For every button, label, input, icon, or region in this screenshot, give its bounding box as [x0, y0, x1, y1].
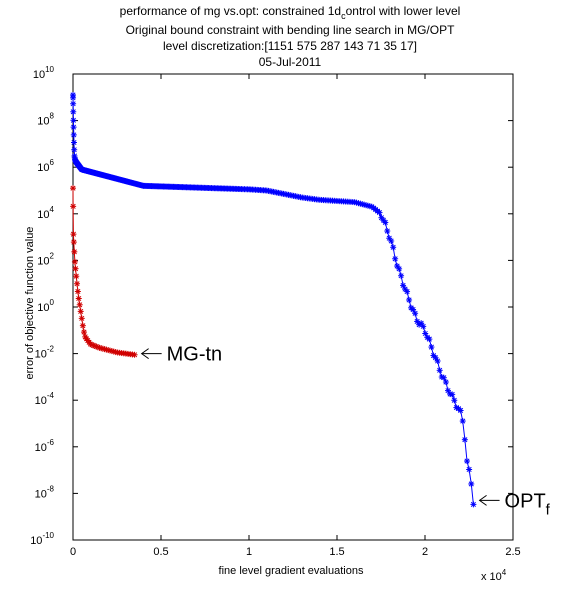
data-point [437, 367, 443, 373]
data-point [458, 407, 464, 413]
data-point [74, 281, 80, 287]
x-tick-label: 0.5 [153, 546, 168, 558]
x-axis-label: fine level gradient evaluations [219, 565, 364, 577]
data-point [396, 266, 402, 272]
data-point [404, 289, 410, 295]
data-point [443, 379, 449, 385]
data-point [71, 239, 77, 245]
data-point [449, 391, 455, 397]
x-tick-label: 0 [70, 546, 76, 558]
data-point [435, 358, 441, 364]
data-point [426, 336, 432, 342]
data-point [406, 297, 412, 303]
data-point [464, 458, 470, 464]
data-point [71, 132, 77, 138]
data-point [70, 185, 76, 191]
data-point [460, 418, 466, 424]
annotation-label: MG-tn [167, 344, 223, 366]
data-point [398, 273, 404, 279]
data-point [76, 295, 82, 301]
data-point [71, 147, 77, 153]
data-point [468, 481, 474, 487]
data-point [78, 308, 84, 314]
y-axis-label: error of objective function value [24, 227, 36, 380]
data-point [71, 139, 77, 145]
data-point [451, 397, 457, 403]
data-point [70, 95, 76, 101]
data-point [70, 117, 76, 123]
data-point [79, 315, 85, 321]
data-point [81, 329, 87, 335]
x-tick-label: 2.5 [505, 546, 520, 558]
data-point [75, 288, 81, 294]
data-point [73, 273, 79, 279]
data-point [71, 249, 77, 255]
title-line-3: level discretization:[1151 575 287 143 7… [163, 39, 417, 53]
title-line-2: Original bound constraint with bending l… [126, 23, 456, 37]
data-point [466, 466, 472, 472]
data-point [428, 344, 434, 350]
data-point [384, 228, 390, 234]
data-point [412, 310, 418, 316]
data-point [80, 323, 86, 329]
data-point [71, 124, 77, 130]
x-tick-label: 1.5 [329, 546, 344, 558]
x-tick-label: 2 [422, 546, 428, 558]
data-point [132, 352, 138, 358]
data-point [70, 203, 76, 209]
data-point [70, 231, 76, 237]
title-line-4: 05-Jul-2011 [259, 55, 322, 69]
data-point [390, 244, 396, 250]
data-point [72, 259, 78, 265]
data-point [70, 109, 76, 115]
data-point [73, 266, 79, 272]
data-point [70, 101, 76, 107]
x-tick-label: 1 [246, 546, 252, 558]
data-point [382, 219, 388, 225]
data-point [420, 323, 426, 329]
data-point [470, 501, 476, 507]
data-point [77, 302, 83, 308]
data-point [392, 256, 398, 262]
data-point [388, 238, 394, 244]
data-point [462, 437, 468, 443]
